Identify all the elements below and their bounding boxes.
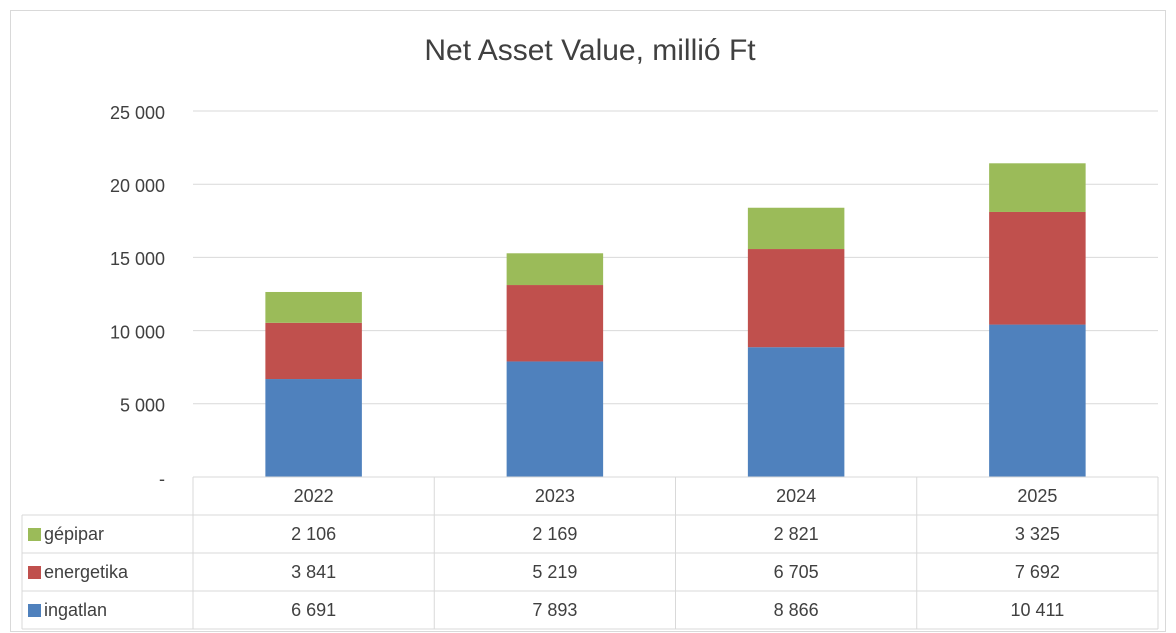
data-label: 3 325	[1015, 524, 1060, 544]
legend-label: gépipar	[44, 524, 104, 544]
bar	[265, 322, 362, 380]
y-tick-label: 10 000	[110, 322, 165, 342]
data-label: 5 219	[532, 562, 577, 582]
y-tick-label: 15 000	[110, 249, 165, 269]
bar	[506, 253, 604, 286]
y-tick-label: 25 000	[110, 103, 165, 123]
legend-label: energetika	[44, 562, 129, 582]
bar	[747, 207, 845, 250]
x-tick-label: 2022	[294, 486, 334, 506]
y-tick-label: 5 000	[120, 396, 165, 416]
bar	[747, 249, 845, 348]
data-label: 2 821	[774, 524, 819, 544]
y-tick-label: 20 000	[110, 176, 165, 196]
bar	[506, 361, 604, 477]
bar	[989, 211, 1086, 325]
data-label: 2 106	[291, 524, 336, 544]
bar	[747, 347, 845, 477]
bar	[506, 285, 604, 362]
data-label: 2 169	[532, 524, 577, 544]
bar	[265, 291, 362, 323]
data-label: 7 893	[532, 600, 577, 620]
data-label: 7 692	[1015, 562, 1060, 582]
chart-title: Net Asset Value, millió Ft	[424, 34, 756, 67]
x-tick-label: 2024	[776, 486, 816, 506]
legend-key	[28, 528, 41, 541]
bar	[265, 379, 362, 477]
data-label: 10 411	[1011, 600, 1065, 620]
x-tick-label: 2023	[535, 486, 575, 506]
x-tick-label: 2025	[1017, 486, 1057, 506]
data-label: 6 691	[291, 600, 336, 620]
legend-label: ingatlan	[44, 600, 107, 620]
data-label: 6 705	[774, 562, 819, 582]
bar	[989, 163, 1086, 212]
legend-key	[28, 604, 41, 617]
bar	[989, 324, 1086, 477]
y-tick-label: -	[159, 469, 165, 489]
legend-key	[28, 566, 41, 579]
data-label: 8 866	[774, 600, 819, 620]
data-label: 3 841	[291, 562, 336, 582]
